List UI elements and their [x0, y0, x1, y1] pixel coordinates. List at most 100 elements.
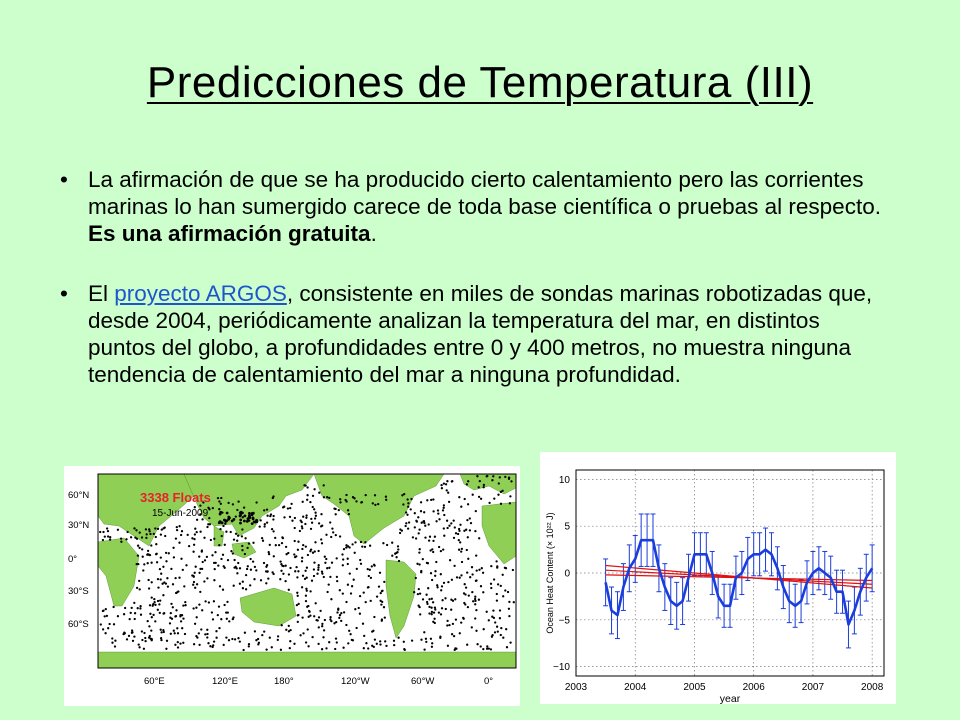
float-dot — [294, 570, 297, 573]
float-dot — [184, 600, 187, 604]
y-axis-label: Ocean Heat Content (× 10²² J) — [545, 512, 555, 633]
float-dot — [239, 518, 243, 522]
float-dot — [336, 611, 339, 614]
float-dot — [339, 498, 342, 501]
float-dot — [324, 561, 327, 564]
float-dot — [284, 545, 288, 549]
float-dot — [157, 586, 160, 589]
float-dot — [310, 579, 314, 582]
float-dot — [467, 557, 470, 560]
float-dot — [193, 537, 196, 541]
float-dot — [287, 630, 291, 633]
float-dot — [226, 600, 229, 604]
float-dot — [466, 536, 469, 539]
float-dot — [138, 588, 141, 591]
float-dot — [222, 524, 225, 528]
float-dot — [234, 515, 237, 518]
float-dot — [208, 523, 212, 526]
float-dot — [106, 529, 110, 533]
float-dot — [236, 534, 240, 537]
float-dot — [379, 591, 382, 595]
float-dot — [378, 571, 382, 574]
float-dot — [198, 643, 201, 647]
float-dot — [458, 529, 461, 533]
float-dot — [431, 642, 434, 645]
float-dot — [233, 638, 237, 641]
float-dot — [170, 567, 173, 571]
float-dot — [203, 536, 206, 539]
float-dot — [265, 521, 269, 524]
float-dot — [153, 601, 156, 604]
float-dot — [130, 631, 134, 634]
float-dot — [225, 519, 229, 523]
float-dot — [297, 540, 300, 543]
float-dot — [427, 539, 431, 542]
float-dot — [442, 527, 445, 530]
float-dot — [495, 560, 498, 563]
float-dot — [334, 507, 337, 511]
argos-float-map: 3338 Floats 15-Jun-2009 60°N 30°N 0° 30°S 60… — [64, 466, 520, 706]
float-dot — [364, 541, 367, 544]
float-dot — [492, 616, 496, 620]
float-dot — [425, 640, 428, 644]
float-dot — [460, 550, 463, 553]
float-dot — [311, 551, 315, 554]
float-dot — [404, 511, 408, 514]
float-dot — [379, 643, 382, 646]
float-dot — [287, 624, 290, 628]
float-dot — [326, 496, 329, 499]
float-dot — [236, 539, 239, 542]
float-dot — [474, 595, 477, 598]
float-dot — [243, 519, 246, 523]
float-dot — [218, 626, 221, 630]
float-dot — [255, 639, 258, 642]
float-dot — [237, 500, 240, 503]
heat-content-chart: 10 5 0 −5 −10 2003 2004 2005 2006 2007 2008 year Oce… — [545, 469, 885, 704]
slide-title: Predicciones de Temperatura (III) — [146, 58, 814, 107]
float-dot — [417, 604, 420, 607]
float-dot — [152, 532, 155, 536]
float-dot — [175, 525, 178, 529]
float-dot — [206, 632, 209, 636]
float-dot — [309, 614, 312, 617]
float-dot — [468, 517, 471, 520]
float-dot — [406, 498, 409, 501]
float-dot — [429, 549, 432, 552]
float-dot — [283, 516, 286, 519]
float-dot — [464, 586, 468, 589]
float-dot — [490, 635, 494, 638]
float-dot — [284, 564, 287, 567]
float-dot — [330, 535, 333, 539]
float-dot — [103, 535, 106, 538]
float-dot — [262, 561, 266, 565]
float-dot — [218, 500, 221, 503]
float-dot — [174, 537, 178, 540]
plot-frame — [575, 469, 885, 677]
float-dot — [267, 577, 270, 580]
float-dot — [223, 543, 226, 546]
float-dot — [289, 506, 292, 510]
bullet-1-end: . — [370, 221, 377, 246]
float-dot — [402, 503, 405, 506]
float-dot — [372, 645, 375, 649]
float-dot — [380, 619, 383, 622]
float-dot — [296, 576, 299, 579]
float-dot — [282, 572, 285, 575]
float-date: 15-Jun-2009 — [152, 508, 209, 519]
float-dot — [245, 567, 249, 571]
float-dot — [430, 606, 433, 609]
float-dot — [102, 530, 105, 534]
float-dot — [462, 617, 465, 620]
float-dot — [459, 523, 462, 526]
float-dot — [442, 504, 446, 507]
float-dot — [233, 566, 236, 569]
float-dot — [199, 590, 202, 594]
argos-link[interactable]: proyecto ARGOS — [114, 281, 287, 306]
float-dot — [326, 590, 329, 594]
float-dot — [369, 599, 372, 603]
float-dot — [250, 522, 254, 525]
float-dot — [485, 647, 489, 650]
float-dot — [482, 591, 485, 594]
float-dot — [495, 592, 498, 596]
float-dot — [317, 642, 320, 646]
